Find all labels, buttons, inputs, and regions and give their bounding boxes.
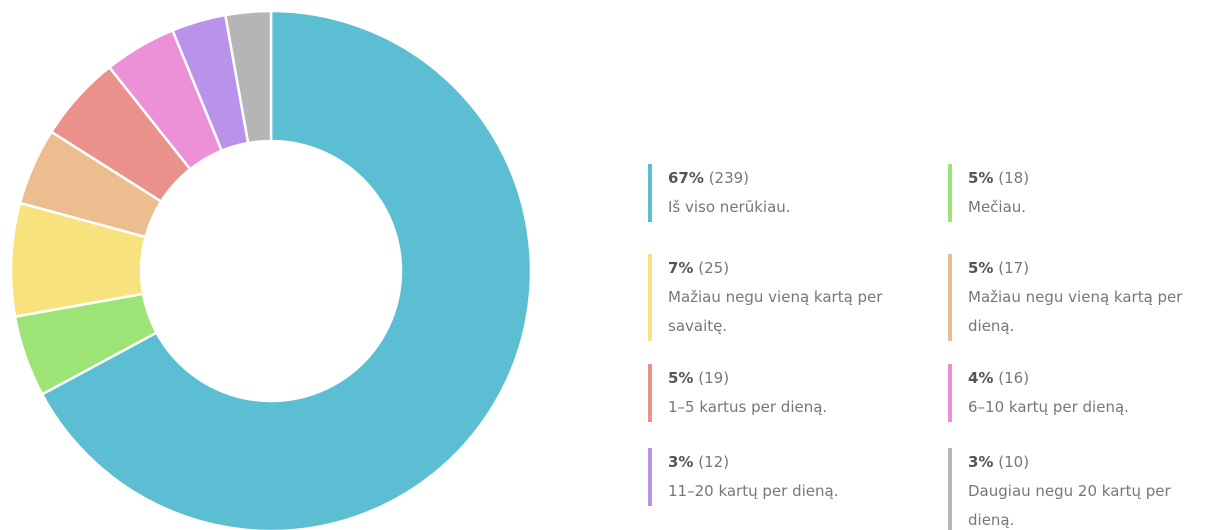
legend-item: 4% (16) 6–10 kartų per dieną. <box>948 364 1218 422</box>
legend-count: (19) <box>698 369 730 387</box>
legend-item: 5% (19) 1–5 kartus per dieną. <box>648 364 918 422</box>
legend-percent: 3% <box>968 453 994 471</box>
legend-count: (239) <box>708 169 750 187</box>
legend-label: 6–10 kartų per dieną. <box>968 398 1129 416</box>
legend-count: (10) <box>998 453 1030 471</box>
legend-label: Iš viso nerūkiau. <box>668 198 791 216</box>
legend-value: 5% (18) <box>968 164 1218 193</box>
legend-value: 4% (16) <box>968 364 1218 393</box>
legend-count: (25) <box>698 259 730 277</box>
legend-label: Mečiau. <box>968 198 1027 216</box>
legend-item: 7% (25) Mažiau negu vieną kartą per savai… <box>648 254 918 341</box>
slice <box>40 9 533 530</box>
legend-count: (18) <box>998 169 1030 187</box>
legend-value: 7% (25) <box>668 254 918 283</box>
legend-value: 3% (10) <box>968 448 1218 477</box>
legend-percent: 4% <box>968 369 994 387</box>
legend-value: 67% (239) <box>668 164 918 193</box>
legend-item: 3% (12) 11–20 kartų per dieną. <box>648 448 918 506</box>
legend-count: (17) <box>998 259 1030 277</box>
legend-item: 3% (10) Daugiau negu 20 kartų per dieną. <box>948 448 1218 530</box>
donut-chart <box>9 9 533 530</box>
legend-count: (16) <box>998 369 1030 387</box>
legend-value: 5% (17) <box>968 254 1218 283</box>
legend-count: (12) <box>698 453 730 471</box>
legend-item: 5% (17) Mažiau negu vieną kartą per dieną… <box>948 254 1218 341</box>
legend-value: 5% (19) <box>668 364 918 393</box>
legend-percent: 67% <box>668 169 704 187</box>
legend-percent: 5% <box>968 169 994 187</box>
legend-value: 3% (12) <box>668 448 918 477</box>
slice <box>223 9 273 145</box>
legend-label: Mažiau negu vieną kartą per dieną. <box>968 288 1183 335</box>
legend-label: 11–20 kartų per dieną. <box>668 482 839 500</box>
legend-percent: 7% <box>668 259 694 277</box>
legend-label: Daugiau negu 20 kartų per dieną. <box>968 482 1171 529</box>
legend-item: 5% (18) Mečiau. <box>948 164 1218 222</box>
legend-percent: 5% <box>968 259 994 277</box>
legend-label: 1–5 kartus per dieną. <box>668 398 828 416</box>
legend-percent: 3% <box>668 453 694 471</box>
legend-label: Mažiau negu vieną kartą per savaitę. <box>668 288 883 335</box>
legend-percent: 5% <box>668 369 694 387</box>
legend-item: 67% (239) Iš viso nerūkiau. <box>648 164 918 222</box>
